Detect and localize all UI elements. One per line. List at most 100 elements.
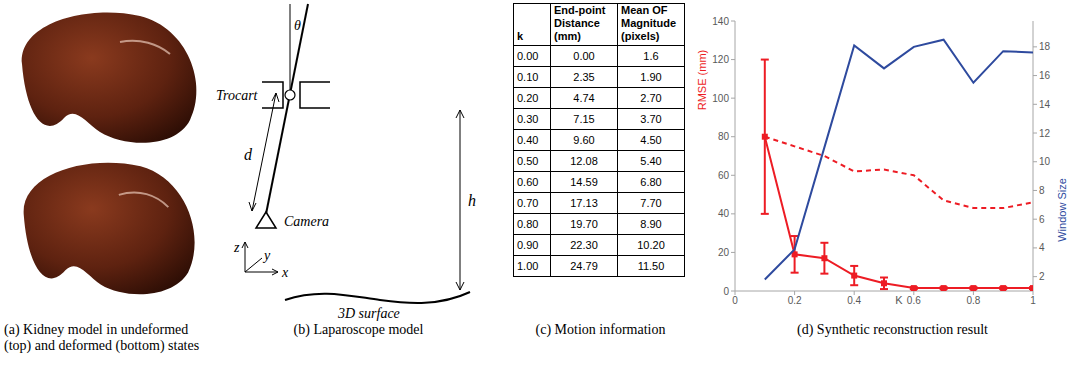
x-tick-label: 0 — [732, 295, 738, 306]
x-tick-label: 0.4 — [847, 295, 861, 306]
y-tick-label: 0 — [723, 286, 729, 297]
y2-tick — [1033, 219, 1037, 220]
table-cell: 0.10 — [514, 67, 551, 88]
z-axis — [245, 242, 246, 272]
table-cell: 9.60 — [551, 130, 618, 151]
table-row: 0.9022.3010.20 — [514, 235, 685, 256]
h-arrow — [460, 110, 461, 290]
table-cell: 17.13 — [551, 193, 618, 214]
table-cell: 4.74 — [551, 88, 618, 109]
series-line — [765, 40, 1033, 280]
surface-label: 3D surface — [337, 306, 400, 321]
panel-caption: (b) Laparoscope model — [216, 322, 501, 338]
y-tick-label: 100 — [712, 93, 729, 104]
table-cell: 2.35 — [551, 67, 618, 88]
y2-tick-label: 2 — [1039, 271, 1045, 282]
camera — [256, 212, 276, 228]
error-cap — [850, 265, 858, 267]
y-tick-label: 120 — [712, 54, 729, 65]
y-tick — [731, 213, 735, 214]
table-cell: 5.40 — [618, 151, 685, 172]
table-cell: 12.08 — [551, 151, 618, 172]
arrow-head — [272, 93, 279, 102]
column-header: Mean OF Magnitude (pixels) — [618, 4, 685, 46]
y-label: y — [262, 248, 271, 263]
table-cell: 0.40 — [514, 130, 551, 151]
table-cell: 0.50 — [514, 151, 551, 172]
arrow-head — [456, 110, 464, 118]
trocar-left — [262, 82, 283, 108]
table-cell: 10.20 — [618, 235, 685, 256]
trocart-label: Trocart — [216, 88, 259, 103]
x-tick-label: 0.2 — [788, 295, 802, 306]
x-tick-label: 0.8 — [966, 295, 980, 306]
figure: θTrocartdCamerahzyx3D surface00.20.40.60… — [0, 0, 1078, 378]
column-header: k — [514, 4, 551, 46]
y-tick — [731, 98, 735, 99]
table-row: 0.000.001.6 — [514, 46, 685, 67]
y2-tick — [1033, 46, 1037, 47]
theta-label: θ — [294, 18, 301, 33]
marker — [941, 285, 947, 291]
motion-table: kEnd-point Distance (mm)Mean OF Magnitud… — [513, 3, 685, 277]
pivot — [285, 90, 295, 100]
y-tick — [731, 136, 735, 137]
marker — [911, 285, 917, 291]
error-cap — [791, 272, 799, 274]
vertical-reference — [290, 4, 291, 95]
table-cell: 0.60 — [514, 172, 551, 193]
table-cell: 0.80 — [514, 214, 551, 235]
table-cell: 6.80 — [618, 172, 685, 193]
table-cell: 24.79 — [551, 256, 618, 277]
y2-axis-title: Window Size — [1056, 178, 1068, 242]
y-tick-label: 40 — [718, 208, 730, 219]
error-bar — [850, 266, 858, 285]
marker — [851, 273, 857, 279]
table-cell: 8.90 — [618, 214, 685, 235]
column-header: End-point Distance (mm) — [551, 4, 618, 46]
error-bar — [820, 243, 828, 274]
y2-tick-label: 6 — [1039, 214, 1045, 225]
y2-axis-line — [1033, 21, 1034, 291]
x-label: x — [281, 265, 289, 280]
table-row: 0.6014.596.80 — [514, 172, 685, 193]
kidney-surface — [22, 13, 197, 143]
y2-tick-label: 12 — [1039, 128, 1051, 139]
table-cell: 2.70 — [618, 88, 685, 109]
chart: 00.20.40.60.8102040608010012014024681012… — [696, 16, 1068, 307]
y2-tick — [1033, 104, 1037, 105]
marker — [1000, 285, 1006, 291]
table-row: 1.0024.7911.50 — [514, 256, 685, 277]
marker — [881, 280, 887, 286]
d-label: d — [244, 146, 253, 163]
h-label: h — [468, 192, 476, 209]
table-cell: 7.15 — [551, 109, 618, 130]
error-cap — [761, 59, 769, 61]
table-cell: 14.59 — [551, 172, 618, 193]
table-row: 0.204.742.70 — [514, 88, 685, 109]
panel-caption: (a) Kidney model in undeformed (top) and… — [4, 322, 209, 354]
y-tick — [731, 59, 735, 60]
panel-caption: (d) Synthetic reconstruction result — [715, 322, 1070, 338]
y-tick — [731, 175, 735, 176]
highlight — [119, 192, 169, 207]
y2-tick — [1033, 133, 1037, 134]
x-axis — [245, 272, 278, 273]
table-cell: 11.50 — [618, 256, 685, 277]
table-cell: 3.70 — [618, 109, 685, 130]
error-bar — [880, 278, 888, 290]
y2-tick — [1033, 247, 1037, 248]
y-axis — [245, 258, 262, 272]
kidney-deformed — [24, 163, 195, 294]
kidney-surface — [24, 163, 195, 294]
d-arrow — [252, 93, 276, 211]
panel-caption: (c) Motion information — [513, 322, 688, 338]
table-row: 0.409.604.50 — [514, 130, 685, 151]
table-row: 0.5012.085.40 — [514, 151, 685, 172]
error-cap — [850, 284, 858, 286]
y-tick — [731, 291, 735, 292]
table-cell: 1.90 — [618, 67, 685, 88]
table-cell: 7.70 — [618, 193, 685, 214]
table-cell: 1.6 — [618, 46, 685, 67]
y-tick — [731, 252, 735, 253]
